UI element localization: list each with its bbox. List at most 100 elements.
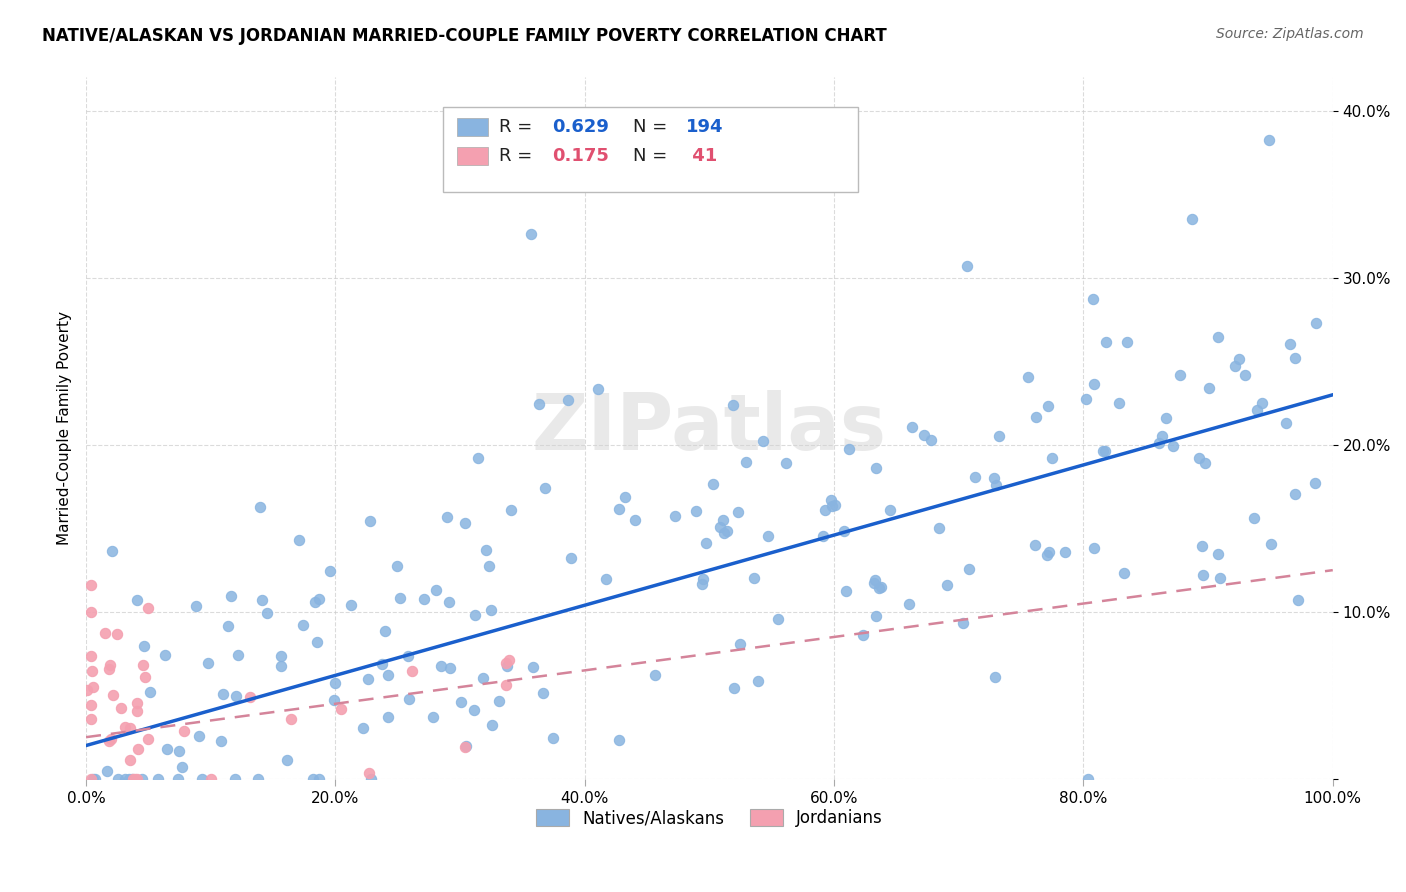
Natives/Alaskans <box>437 595 460 609</box>
Natives/Alaskans <box>209 734 232 748</box>
Natives/Alaskans <box>217 619 239 633</box>
Natives/Alaskans <box>1077 772 1099 786</box>
Natives/Alaskans <box>920 433 942 447</box>
Jordanians <box>82 680 104 694</box>
Natives/Alaskans <box>156 742 179 756</box>
Jordanians <box>239 690 262 704</box>
Jordanians <box>498 653 520 667</box>
Natives/Alaskans <box>1198 381 1220 395</box>
Natives/Alaskans <box>1076 392 1098 406</box>
Natives/Alaskans <box>1258 133 1281 147</box>
Natives/Alaskans <box>735 455 758 469</box>
Jordanians <box>80 605 103 619</box>
Jordanians <box>105 627 128 641</box>
Natives/Alaskans <box>1192 567 1215 582</box>
Natives/Alaskans <box>529 397 551 411</box>
Natives/Alaskans <box>501 503 523 517</box>
Natives/Alaskans <box>139 684 162 698</box>
Jordanians <box>127 696 149 710</box>
Natives/Alaskans <box>912 428 935 442</box>
Jordanians <box>98 658 121 673</box>
Natives/Alaskans <box>1112 566 1135 580</box>
Natives/Alaskans <box>1083 377 1105 392</box>
Natives/Alaskans <box>322 692 344 706</box>
Jordanians <box>125 772 148 786</box>
Natives/Alaskans <box>865 461 887 475</box>
Natives/Alaskans <box>557 393 579 408</box>
Natives/Alaskans <box>664 509 686 524</box>
Natives/Alaskans <box>1161 439 1184 453</box>
Jordanians <box>80 712 103 726</box>
Natives/Alaskans <box>83 772 105 786</box>
Text: N =: N = <box>633 118 672 136</box>
Natives/Alaskans <box>249 500 271 514</box>
Natives/Alaskans <box>1147 435 1170 450</box>
Natives/Alaskans <box>352 721 374 735</box>
Text: NATIVE/ALASKAN VS JORDANIAN MARRIED-COUPLE FAMILY POVERTY CORRELATION CHART: NATIVE/ALASKAN VS JORDANIAN MARRIED-COUP… <box>42 27 887 45</box>
Natives/Alaskans <box>1083 541 1105 555</box>
Natives/Alaskans <box>751 434 773 449</box>
Natives/Alaskans <box>212 687 235 701</box>
Natives/Alaskans <box>1094 444 1116 458</box>
Natives/Alaskans <box>1284 487 1306 501</box>
Natives/Alaskans <box>1081 292 1104 306</box>
Natives/Alaskans <box>219 589 242 603</box>
Natives/Alaskans <box>852 628 875 642</box>
Natives/Alaskans <box>225 690 247 704</box>
Natives/Alaskans <box>125 593 148 607</box>
Natives/Alaskans <box>422 710 444 724</box>
Natives/Alaskans <box>624 512 647 526</box>
Natives/Alaskans <box>756 529 779 543</box>
Natives/Alaskans <box>359 514 381 528</box>
Natives/Alaskans <box>100 544 122 558</box>
Natives/Alaskans <box>1191 539 1213 553</box>
Jordanians <box>127 742 149 756</box>
Natives/Alaskans <box>1036 399 1059 413</box>
Natives/Alaskans <box>984 670 1007 684</box>
Text: 0.629: 0.629 <box>553 118 609 136</box>
Y-axis label: Married-Couple Family Poverty: Married-Couple Family Poverty <box>58 311 72 545</box>
Natives/Alaskans <box>987 429 1010 443</box>
Natives/Alaskans <box>292 617 315 632</box>
Natives/Alaskans <box>1036 548 1059 562</box>
Natives/Alaskans <box>132 640 155 654</box>
Natives/Alaskans <box>305 635 328 649</box>
Natives/Alaskans <box>870 580 893 594</box>
Natives/Alaskans <box>1206 547 1229 561</box>
Natives/Alaskans <box>1053 545 1076 559</box>
Natives/Alaskans <box>1225 359 1247 373</box>
Natives/Alaskans <box>270 658 292 673</box>
Natives/Alaskans <box>170 760 193 774</box>
Natives/Alaskans <box>1305 316 1327 330</box>
Natives/Alaskans <box>270 649 292 664</box>
Text: R =: R = <box>499 118 538 136</box>
Natives/Alaskans <box>814 503 837 517</box>
Natives/Alaskans <box>463 703 485 717</box>
Text: ZIPatlas: ZIPatlas <box>531 390 887 467</box>
Natives/Alaskans <box>308 772 330 786</box>
Natives/Alaskans <box>1286 593 1309 607</box>
Natives/Alaskans <box>775 456 797 470</box>
Natives/Alaskans <box>398 692 420 706</box>
Natives/Alaskans <box>695 536 717 550</box>
Natives/Alaskans <box>1042 451 1064 466</box>
Jordanians <box>114 720 136 734</box>
Jordanians <box>280 712 302 726</box>
Natives/Alaskans <box>595 572 617 586</box>
Natives/Alaskans <box>692 572 714 586</box>
Text: 0.175: 0.175 <box>553 147 609 165</box>
Natives/Alaskans <box>685 504 707 518</box>
Natives/Alaskans <box>155 648 177 662</box>
Natives/Alaskans <box>187 729 209 743</box>
Natives/Alaskans <box>377 710 399 724</box>
Natives/Alaskans <box>820 492 842 507</box>
Text: R =: R = <box>499 147 538 165</box>
Jordanians <box>80 649 103 664</box>
Jordanians <box>94 626 117 640</box>
Jordanians <box>110 701 132 715</box>
Natives/Alaskans <box>226 648 249 663</box>
Natives/Alaskans <box>983 471 1005 485</box>
Natives/Alaskans <box>865 609 887 624</box>
Natives/Alaskans <box>1095 334 1118 349</box>
Natives/Alaskans <box>730 637 752 651</box>
